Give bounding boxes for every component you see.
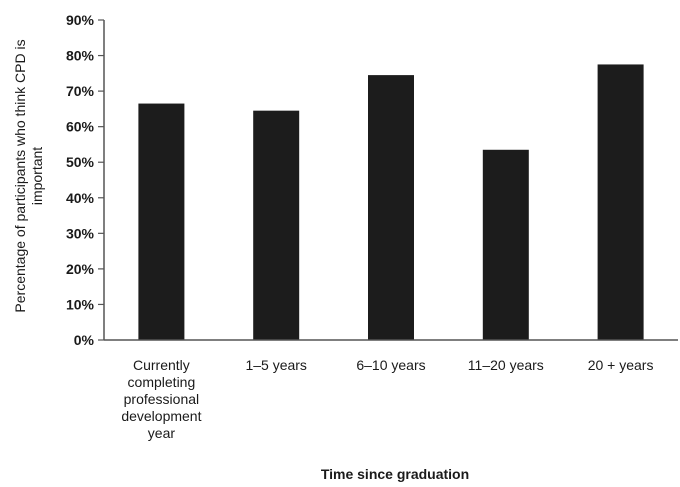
x-category-label: 11–20 years [468, 357, 544, 373]
bar [253, 110, 300, 341]
bar [482, 149, 529, 340]
y-axis-title: Percentage of participants who think CPD… [12, 39, 45, 312]
y-axis-title-line-2: important [29, 147, 45, 205]
y-axis-ticks: 0% 10% 20% 30% 40% 50% 60% 70% 80% 90% [66, 12, 104, 348]
y-tick-label: 20% [66, 261, 95, 277]
y-tick-label: 40% [66, 190, 95, 206]
y-tick-label: 90% [66, 12, 95, 28]
x-category-label: 6–10 years [356, 357, 425, 373]
y-tick-label: 80% [66, 48, 95, 64]
bar [597, 64, 644, 340]
bars [138, 64, 644, 341]
y-tick-label: 0% [74, 332, 95, 348]
y-tick-label: 70% [66, 83, 95, 99]
y-tick-label: 30% [66, 225, 95, 241]
y-tick-label: 10% [66, 296, 95, 312]
x-axis-title: Time since graduation [321, 466, 469, 482]
y-axis-title-line-1: Percentage of participants who think CPD… [12, 39, 28, 312]
x-category-label: 1–5 years [245, 357, 306, 373]
x-category-label: Currently completing professional developme… [121, 357, 201, 441]
bar [138, 103, 185, 340]
x-category-label: 20 + years [588, 357, 654, 373]
bar [368, 75, 414, 340]
x-axis-category-labels: Currently completing professional developme… [121, 357, 653, 441]
y-tick-label: 60% [66, 119, 95, 135]
y-tick-label: 50% [66, 154, 95, 170]
